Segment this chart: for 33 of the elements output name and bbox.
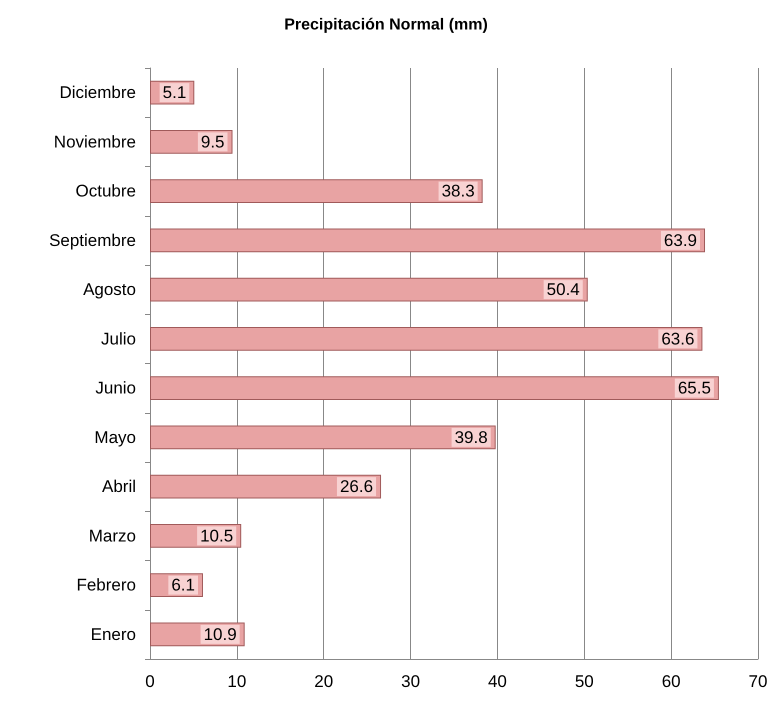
y-tick-label: Julio xyxy=(101,329,136,348)
data-label: 26.6 xyxy=(340,477,374,496)
y-tick-label: Junio xyxy=(95,378,136,398)
x-tick-label: 70 xyxy=(748,672,768,691)
x-tick-label: 60 xyxy=(662,672,681,691)
data-label: 6.1 xyxy=(171,576,195,595)
x-tick-label: 50 xyxy=(574,672,594,691)
x-tick-label: 20 xyxy=(314,672,334,691)
data-label: 63.9 xyxy=(664,230,698,250)
data-label: 50.4 xyxy=(546,280,580,300)
y-tick-label: Diciembre xyxy=(59,83,136,102)
y-tick-label: Agosto xyxy=(83,280,136,300)
y-tick-label: Marzo xyxy=(88,526,136,546)
data-label: 39.8 xyxy=(454,428,488,447)
data-label: 9.5 xyxy=(200,132,225,152)
x-tick-label: 10 xyxy=(227,672,246,691)
y-tick-label: Enero xyxy=(90,624,136,644)
data-label: 10.5 xyxy=(200,526,234,546)
y-tick-label: Octubre xyxy=(76,182,136,201)
data-label: 38.3 xyxy=(442,182,475,201)
x-tick-label: 40 xyxy=(488,672,507,691)
y-tick-label: Septiembre xyxy=(49,230,136,250)
y-tick-label: Mayo xyxy=(94,428,136,447)
y-tick-label: Noviembre xyxy=(54,132,136,152)
data-label: 63.6 xyxy=(661,329,694,348)
x-tick-label: 30 xyxy=(401,672,420,691)
y-tick-label: Febrero xyxy=(76,576,136,595)
chart-title: Precipitación Normal (mm) xyxy=(284,16,488,34)
data-label: 65.5 xyxy=(678,378,711,398)
data-label: 10.9 xyxy=(204,624,237,644)
y-tick-label: Abril xyxy=(102,477,136,496)
x-tick-label: 0 xyxy=(145,672,155,691)
data-label: 5.1 xyxy=(162,83,186,102)
